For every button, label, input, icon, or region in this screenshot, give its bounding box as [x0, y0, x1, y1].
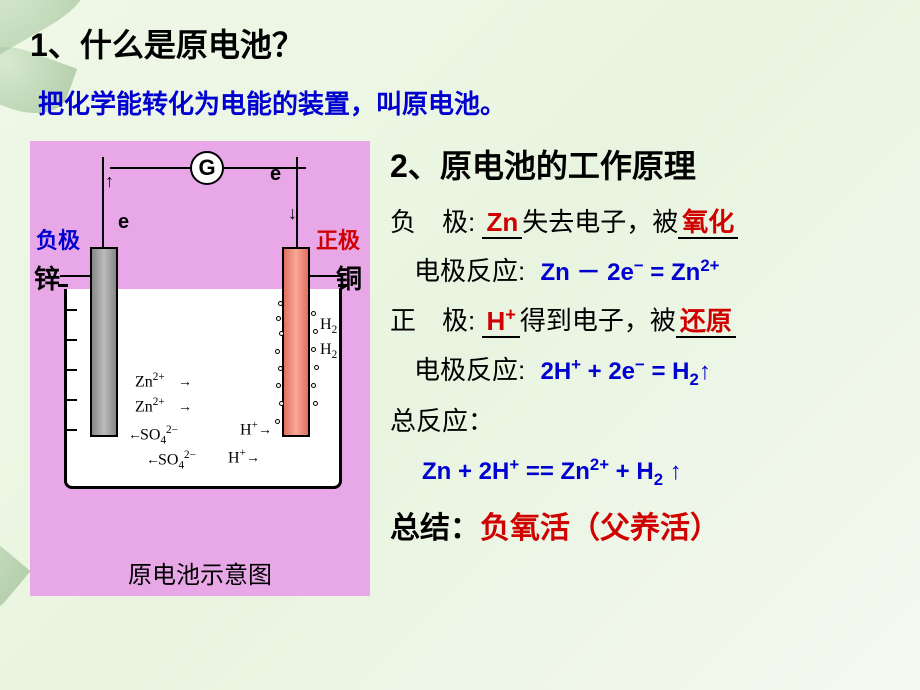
arrow-left-icon: ← — [128, 426, 142, 442]
neg-reaction-label: 电极反应: — [414, 256, 525, 286]
ion-so4: SO42− — [158, 449, 196, 472]
q1-text: 什么是原电池？ — [80, 27, 304, 63]
beaker-lip — [338, 284, 348, 287]
bubble-icon — [276, 383, 281, 388]
summary-label: 总结： — [390, 512, 480, 545]
bubble-icon — [313, 401, 318, 406]
beaker-mark — [67, 429, 77, 431]
arrow-right-icon: → — [258, 421, 272, 437]
bubble-icon — [276, 316, 281, 321]
bubble-icon — [314, 365, 319, 370]
positive-pole-label: 正极 — [316, 223, 360, 255]
ion-h2: H2 — [320, 316, 337, 336]
negative-pole-label: 负极 — [36, 223, 80, 255]
ion-hplus: H+ — [240, 419, 258, 439]
beaker-mark — [67, 399, 77, 401]
question1-heading: 1、什么是原电池？ — [30, 20, 890, 66]
zinc-electrode — [90, 247, 118, 437]
arrow-right-icon: → — [178, 398, 192, 414]
pos-prefix: 正 极: — [390, 306, 475, 336]
arrow-right-icon: → — [246, 449, 260, 465]
bubble-icon — [275, 419, 280, 424]
overall-label: 总反应： — [390, 402, 890, 441]
diagram-caption: 原电池示意图 — [38, 551, 362, 590]
arrow-up-icon: ↑ — [105, 171, 114, 192]
question2-heading: 2、原电池的工作原理 — [390, 141, 890, 187]
arrow-left-icon: ← — [146, 451, 160, 467]
positive-pole-line: 正 极: H+得到电子，被还原 — [390, 301, 890, 341]
neg-mid: 失去电子，被 — [522, 207, 678, 237]
overall-reaction-line: Zn + 2H+ == Zn2+ + H2 ↑ — [414, 451, 890, 492]
cell-diagram: G e ↑ e ↓ 负极 正极 锌 铜 — [30, 141, 370, 596]
summary-text: 负氧活（父养活） — [480, 512, 720, 545]
neg-prefix: 负 极: — [390, 207, 475, 237]
bubble-icon — [279, 331, 284, 336]
beaker-mark — [67, 369, 77, 371]
q2-text: 原电池的工作原理 — [440, 148, 696, 184]
neg-process: 氧化 — [678, 207, 738, 239]
bubble-icon — [311, 311, 316, 316]
summary-line: 总结：负氧活（父养活） — [390, 506, 890, 551]
ion-zn2plus: Zn2+ — [135, 396, 165, 416]
question1-answer: 把化学能转化为电能的装置，叫原电池。 — [38, 84, 890, 121]
ion-h2: H2 — [320, 341, 337, 361]
copper-electrode — [282, 247, 310, 437]
pos-reaction-label: 电极反应: — [414, 355, 525, 385]
galvanometer-icon: G — [190, 151, 224, 185]
negative-reaction-line: 电极反应: Zn － 2e− = Zn2+ — [414, 252, 890, 291]
label-line — [310, 275, 342, 277]
electron-label-right: e — [270, 163, 281, 186]
neg-species: Zn — [482, 207, 522, 239]
neg-reaction-eq: Zn － 2e− = Zn2+ — [540, 259, 719, 286]
pos-species: H+ — [482, 306, 519, 338]
ion-zn2plus: Zn2+ — [135, 371, 165, 391]
pos-reaction-eq: 2H+ + 2e− = H2↑ — [540, 358, 710, 385]
wire — [102, 157, 104, 251]
q2-number: 2、 — [390, 148, 440, 184]
bubble-icon — [278, 301, 283, 306]
arrow-right-icon: → — [178, 373, 192, 389]
bubble-icon — [311, 347, 316, 352]
zinc-label: 锌 — [34, 259, 60, 296]
negative-pole-line: 负 极: Zn失去电子，被氧化 — [390, 203, 890, 242]
electron-label-left: e — [118, 211, 129, 234]
wire — [110, 167, 192, 169]
ion-hplus: H+ — [228, 447, 246, 467]
wire — [224, 167, 306, 169]
bubble-icon — [278, 366, 283, 371]
bubble-icon — [279, 401, 284, 406]
bubble-icon — [275, 349, 280, 354]
label-line — [60, 275, 92, 277]
positive-reaction-line: 电极反应: 2H+ + 2e− = H2↑ — [414, 351, 890, 392]
bubble-icon — [311, 383, 316, 388]
overall-reaction-eq: Zn + 2H+ == Zn2+ + H2 ↑ — [422, 458, 682, 485]
pos-mid: 得到电子，被 — [520, 306, 676, 336]
beaker-mark — [67, 309, 77, 311]
arrow-down-icon: ↓ — [288, 203, 297, 224]
q1-number: 1、 — [30, 27, 80, 63]
ion-so4: SO42− — [140, 424, 178, 447]
beaker-lip — [58, 284, 68, 287]
bubble-icon — [313, 329, 318, 334]
beaker-mark — [67, 339, 77, 341]
pos-process: 还原 — [676, 306, 736, 338]
